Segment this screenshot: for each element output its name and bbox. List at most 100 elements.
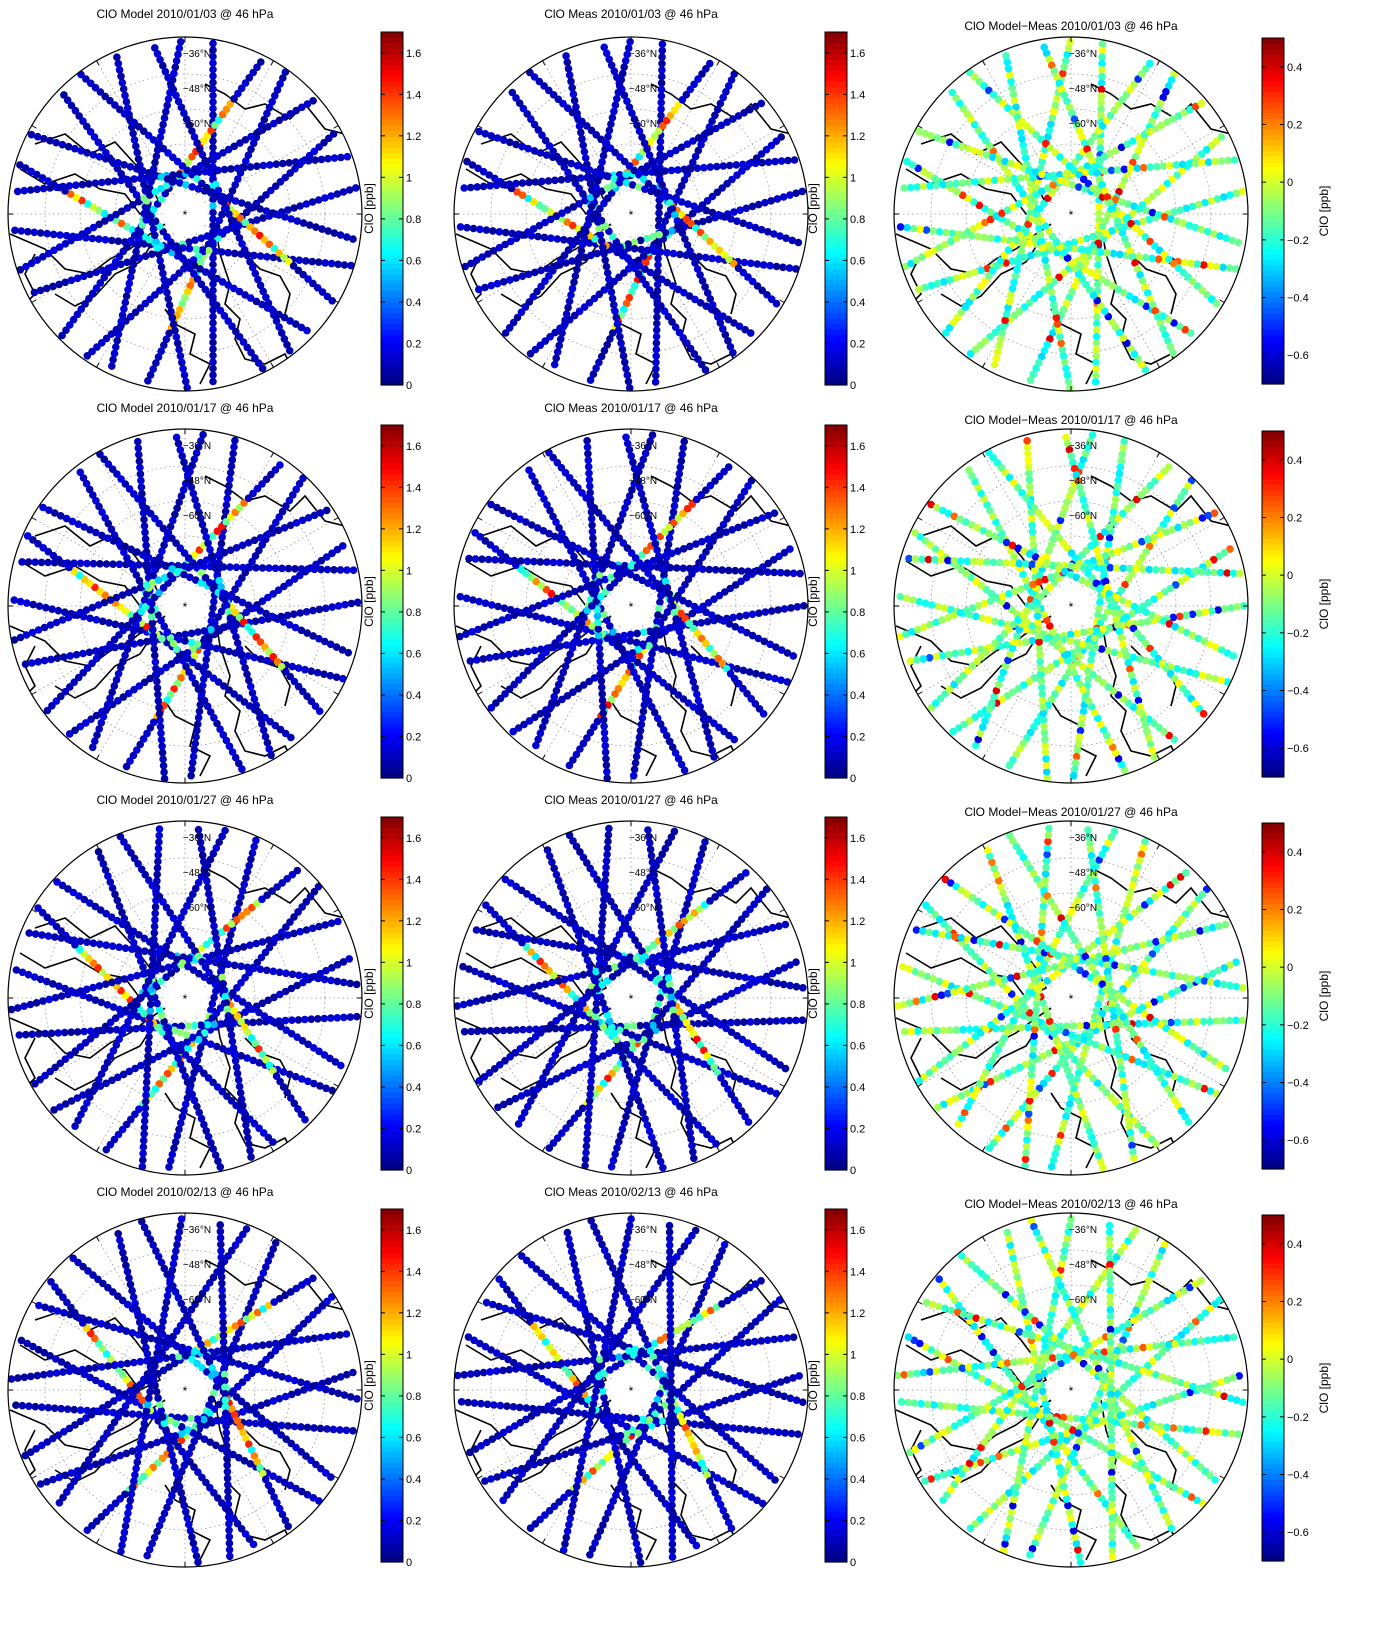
colorbar-tick-label: 0 [1287, 1354, 1293, 1366]
colorbar-tick-label: −0.2 [1287, 1412, 1309, 1424]
colorbar-tick-label: 0 [406, 1557, 412, 1569]
colorbar-tick-label: 0.4 [406, 1474, 421, 1486]
colorbar-tick-label: 0.8 [406, 214, 421, 226]
latitude-label: −60°N [1069, 1295, 1097, 1306]
panel-title: ClO Model−Meas 2010/02/13 @ 46 hPa [964, 1197, 1178, 1211]
colorbar-tick-label: 1.4 [850, 482, 865, 494]
colorbar-tick-label: 0 [1287, 177, 1293, 189]
colorbar-tick-label: 0.2 [1287, 120, 1302, 132]
colorbar-tick-label: 0.4 [850, 297, 865, 309]
panel-title: ClO Model 2010/02/13 @ 46 hPa [97, 1185, 274, 1199]
colorbar-tick-label: 1 [406, 1349, 412, 1361]
colorbar-tick-label: 0 [850, 1557, 856, 1569]
colorbar-tick-label: 1.4 [406, 89, 421, 101]
colorbar-tick-label: 1 [406, 957, 412, 969]
colorbar-tick-label: 0.4 [1287, 1239, 1302, 1251]
panel-title: ClO Meas 2010/02/13 @ 46 hPa [544, 1185, 718, 1199]
map-panel: ClO Meas 2010/01/03 @ 46 hPa * −36°N −48°N −… [453, 7, 865, 392]
colorbar-tick-label: 1.4 [850, 1266, 865, 1278]
colorbar-tick-label: 0 [850, 773, 856, 785]
colorbar-tick-label: 0 [850, 380, 856, 392]
colorbar-tick-label: 1.6 [850, 833, 865, 845]
latitude-label: −48°N [183, 868, 211, 879]
latitude-label: −48°N [629, 84, 657, 95]
latitude-label: −36°N [183, 1225, 211, 1236]
panel-title: ClO Meas 2010/01/03 @ 46 hPa [544, 7, 718, 21]
colorbar-tick-label: −0.2 [1287, 1020, 1309, 1032]
colorbar-frame [1261, 1214, 1285, 1562]
colorbar-tick-label: 0.8 [850, 214, 865, 226]
colorbar-frame [380, 424, 404, 779]
colorbar-frame [1261, 37, 1285, 385]
latitude-label: −36°N [1069, 441, 1097, 452]
latitude-label: −36°N [183, 441, 211, 452]
colorbar-frame [380, 1208, 404, 1563]
pole-marker: * [1069, 208, 1074, 222]
colorbar-tick-label: 0.2 [406, 1123, 421, 1135]
map-panel: ClO Model 2010/02/13 @ 46 hPa * −36°N −48°N… [7, 1185, 421, 1569]
colorbar-tick-label: 1.2 [850, 916, 865, 928]
map-panel: ClO Meas 2010/01/17 @ 46 hPa * −36°N −48°N −… [453, 401, 865, 785]
colorbar-tick-label: −0.6 [1287, 1527, 1309, 1539]
pole-marker: * [629, 208, 634, 222]
map-panel: ClO Meas 2010/01/27 @ 46 hPa * −36°N −48°N −… [453, 793, 865, 1177]
latitude-label: −36°N [1069, 1225, 1097, 1236]
colorbar-tick-label: 1.2 [406, 1308, 421, 1320]
latitude-label: −36°N [1069, 833, 1097, 844]
colorbar-tick-label: −0.4 [1287, 293, 1309, 305]
panel-title: ClO Model 2010/01/17 @ 46 hPa [97, 401, 274, 415]
map-panel: ClO Model−Meas 2010/01/17 @ 46 hPa * −36°N… [893, 413, 1331, 784]
latitude-label: −48°N [1069, 476, 1097, 487]
latitude-label: −36°N [629, 49, 657, 60]
colorbar-tick-label: 1.6 [406, 441, 421, 453]
colorbar-label: ClO [ppb] [806, 183, 820, 234]
latitude-label: −36°N [183, 833, 211, 844]
panel-title: ClO Meas 2010/01/27 @ 46 hPa [544, 793, 718, 807]
colorbar-tick-label: 1.2 [406, 131, 421, 143]
latitude-label: −36°N [629, 441, 657, 452]
colorbar-tick-label: −0.4 [1287, 1078, 1309, 1090]
colorbar-tick-label: 0.2 [850, 338, 865, 350]
latitude-label: −48°N [629, 868, 657, 879]
colorbar-tick-label: −0.6 [1287, 743, 1309, 755]
latitude-label: −60°N [629, 511, 657, 522]
colorbar-tick-label: 0.2 [406, 1515, 421, 1527]
colorbar-tick-label: 1 [406, 172, 412, 184]
colorbar-tick-label: 1.6 [406, 833, 421, 845]
colorbar-tick-label: 1.2 [850, 524, 865, 536]
colorbar-label: ClO [ppb] [1317, 971, 1331, 1022]
latitude-label: −60°N [183, 511, 211, 522]
colorbar-label: ClO [ppb] [362, 968, 376, 1019]
latitude-label: −60°N [1069, 119, 1097, 130]
colorbar-tick-label: 1.6 [850, 441, 865, 453]
colorbar-frame [824, 31, 848, 386]
colorbar-tick-label: 0.8 [850, 1391, 865, 1403]
colorbar-label: ClO [ppb] [362, 1360, 376, 1411]
panel-title: ClO Meas 2010/01/17 @ 46 hPa [544, 401, 718, 415]
pole-marker: * [183, 992, 188, 1006]
colorbar-tick-label: 1.6 [850, 1225, 865, 1237]
colorbar-frame [824, 816, 848, 1171]
colorbar-tick-label: 1 [850, 172, 856, 184]
latitude-label: −60°N [1069, 511, 1097, 522]
colorbar-tick-label: 1 [850, 1349, 856, 1361]
latitude-label: −60°N [183, 1295, 211, 1306]
colorbar-tick-label: 0.8 [406, 607, 421, 619]
colorbar-frame [380, 31, 404, 386]
colorbar-tick-label: 0.4 [1287, 455, 1302, 467]
colorbar-tick-label: 0.6 [406, 255, 421, 267]
latitude-label: −48°N [183, 476, 211, 487]
colorbar-tick-label: 1 [850, 565, 856, 577]
colorbar-tick-label: 1.4 [850, 89, 865, 101]
map-panel: ClO Model−Meas 2010/01/27 @ 46 hPa * −36°N… [893, 805, 1331, 1176]
colorbar-tick-label: 0.6 [850, 1040, 865, 1052]
latitude-label: −48°N [629, 476, 657, 487]
colorbar-frame [380, 816, 404, 1171]
latitude-label: −36°N [1069, 49, 1097, 60]
colorbar-tick-label: 1.6 [406, 1225, 421, 1237]
colorbar-tick-label: 0.8 [406, 1391, 421, 1403]
colorbar-tick-label: 1.2 [406, 916, 421, 928]
colorbar-tick-label: −0.6 [1287, 1135, 1309, 1147]
colorbar-frame [824, 424, 848, 779]
colorbar-tick-label: −0.4 [1287, 1470, 1309, 1482]
